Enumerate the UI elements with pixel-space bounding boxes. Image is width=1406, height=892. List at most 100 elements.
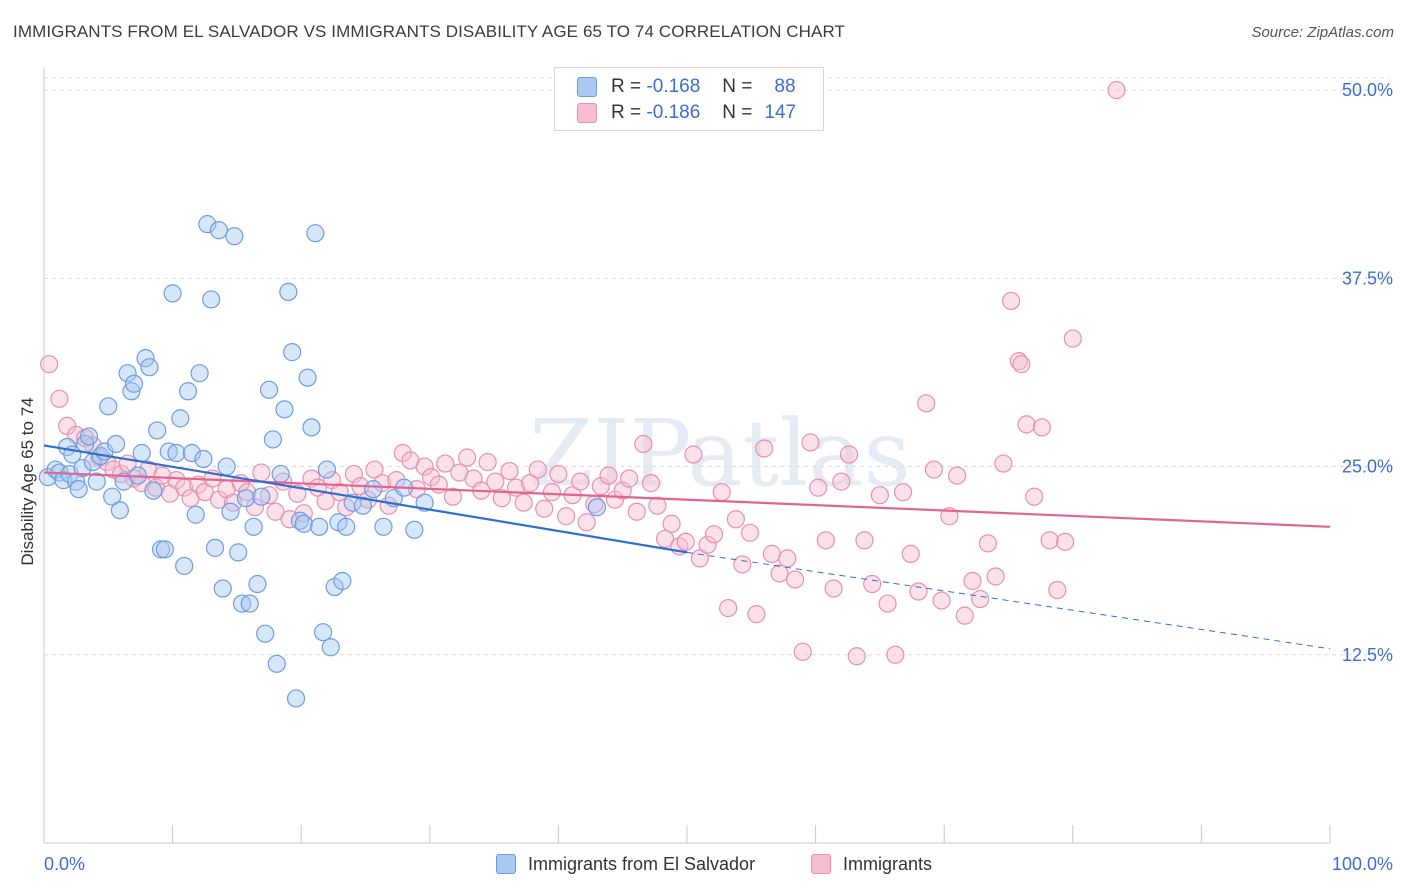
- data-point: [870, 486, 890, 505]
- data-point: [457, 448, 477, 467]
- data-point: [785, 570, 805, 589]
- data-point: [587, 498, 607, 517]
- data-point: [415, 457, 434, 476]
- data-point: [535, 499, 554, 518]
- data-point: [313, 623, 333, 642]
- r-value: -0.186: [646, 102, 701, 123]
- data-point: [337, 517, 356, 536]
- data-point: [577, 513, 596, 532]
- data-point: [747, 605, 766, 624]
- data-point: [213, 579, 232, 598]
- data-point: [521, 474, 540, 493]
- data-point: [1017, 415, 1036, 434]
- data-point: [690, 549, 709, 568]
- data-point: [294, 514, 313, 533]
- data-point: [275, 400, 294, 419]
- data-point: [387, 471, 406, 490]
- chart-title: IMMIGRANTS FROM EL SALVADOR VS IMMIGRANT…: [13, 22, 846, 41]
- data-point: [306, 224, 325, 243]
- data-point: [436, 454, 455, 473]
- tick-labels: 12.5% 25.0% 37.5% 50.0% 0.0% 100.0% Disability…: [18, 80, 1393, 874]
- data-point: [195, 483, 214, 502]
- data-point: [279, 282, 298, 301]
- data-point: [1032, 418, 1052, 437]
- data-point: [1048, 580, 1067, 600]
- r-label: R =: [611, 102, 642, 123]
- data-point: [641, 474, 661, 493]
- el-salvador-points: [38, 215, 607, 708]
- data-point: [656, 529, 675, 548]
- data-point: [244, 517, 263, 536]
- data-point: [634, 434, 653, 454]
- data-point: [159, 442, 178, 461]
- data-point: [932, 591, 951, 610]
- data-point: [163, 284, 182, 303]
- data-point: [236, 489, 256, 508]
- data-point: [839, 445, 859, 464]
- source-label: Source: ZipAtlas.com: [1251, 24, 1394, 41]
- data-point: [429, 475, 448, 494]
- data-point: [256, 624, 275, 643]
- y-tick-label: 37.5%: [1342, 268, 1393, 288]
- data-point: [947, 466, 967, 485]
- data-point: [712, 483, 731, 502]
- data-point: [240, 594, 259, 613]
- pink-swatch: [577, 103, 597, 123]
- data-point: [167, 443, 186, 463]
- data-point: [286, 689, 306, 708]
- data-point: [302, 418, 321, 437]
- y-tick-label: 50.0%: [1342, 80, 1393, 100]
- data-point: [770, 564, 789, 583]
- data-point: [917, 394, 936, 413]
- data-point: [698, 535, 717, 554]
- data-point: [205, 538, 225, 557]
- axes: [43, 68, 1331, 844]
- data-point: [514, 493, 533, 512]
- data-point: [443, 487, 463, 506]
- data-point: [40, 355, 59, 374]
- data-point: [321, 638, 340, 657]
- data-point: [762, 544, 781, 563]
- data-point: [266, 502, 285, 521]
- data-point: [893, 483, 913, 502]
- data-point: [190, 364, 209, 383]
- data-point: [863, 574, 882, 594]
- data-point: [704, 525, 724, 544]
- data-point: [599, 466, 618, 485]
- data-point: [901, 544, 920, 563]
- data-point: [755, 439, 774, 458]
- x-tick-label: 100.0%: [1332, 854, 1393, 874]
- data-point: [267, 654, 286, 673]
- legend-label: Immigrants from El Salvador: [528, 853, 756, 874]
- data-point: [1055, 532, 1075, 551]
- r-label: R =: [611, 76, 642, 97]
- r-value: -0.168: [646, 76, 701, 97]
- data-point: [298, 368, 317, 387]
- data-point: [229, 543, 248, 562]
- data-point: [1040, 531, 1059, 550]
- data-point: [924, 460, 944, 479]
- data-point: [248, 574, 267, 594]
- data-point: [486, 472, 505, 491]
- data-point: [740, 523, 760, 542]
- data-point: [492, 489, 511, 508]
- data-point: [421, 467, 441, 487]
- data-point: [662, 514, 681, 533]
- grid-lines: [44, 77, 1390, 656]
- legend-label: Immigrants: [843, 853, 933, 874]
- data-point: [801, 433, 820, 452]
- data-point: [106, 434, 126, 454]
- data-point: [69, 480, 88, 499]
- data-point: [103, 487, 122, 506]
- data-point: [1009, 352, 1028, 371]
- data-point: [733, 555, 752, 574]
- legend-item-immigrants: Immigrants: [811, 854, 932, 875]
- data-point: [263, 430, 283, 449]
- y-axis-label: Disability Age 65 to 74: [18, 397, 37, 565]
- data-point: [148, 421, 167, 440]
- el-salvador-trend-line: [43, 444, 688, 554]
- data-point: [500, 461, 519, 481]
- data-point: [317, 460, 337, 479]
- data-point: [221, 502, 240, 521]
